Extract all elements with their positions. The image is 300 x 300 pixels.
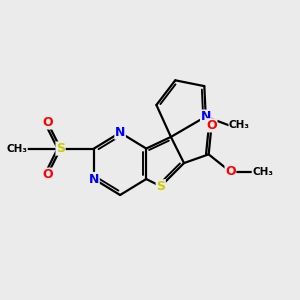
Text: CH₃: CH₃ <box>229 120 250 130</box>
Text: N: N <box>115 126 125 139</box>
Text: S: S <box>56 142 65 155</box>
Text: CH₃: CH₃ <box>252 167 273 177</box>
Text: O: O <box>42 168 53 181</box>
Text: S: S <box>156 180 165 193</box>
Text: O: O <box>225 165 236 178</box>
Text: N: N <box>89 172 99 185</box>
Text: O: O <box>206 119 217 132</box>
Text: N: N <box>201 110 211 123</box>
Text: CH₃: CH₃ <box>6 143 27 154</box>
Text: O: O <box>42 116 53 129</box>
